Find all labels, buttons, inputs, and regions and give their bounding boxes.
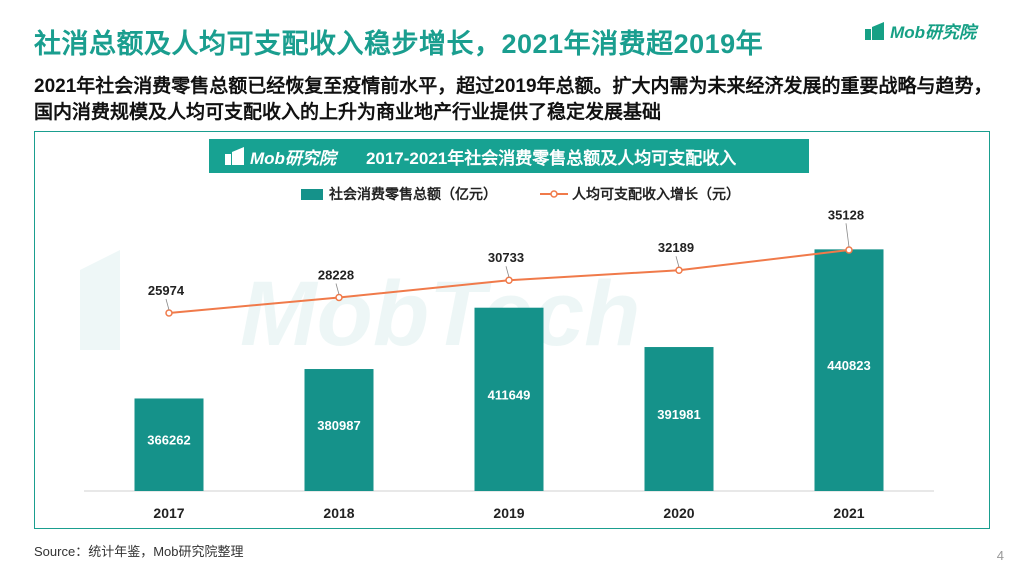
x-tick-label: 2018 xyxy=(323,505,354,521)
income-point xyxy=(845,246,853,254)
building-logo-icon xyxy=(865,21,885,40)
building-logo-icon xyxy=(225,147,244,165)
income-value-label: 30733 xyxy=(488,250,524,265)
legend-bar: 社会消费零售总额（亿元） xyxy=(301,184,497,204)
x-tick-label: 2017 xyxy=(153,505,184,521)
bar-2018 xyxy=(304,369,374,491)
bar-2019 xyxy=(474,307,544,491)
income-value-label: 32189 xyxy=(658,240,694,255)
bar-2021 xyxy=(814,249,884,491)
bar-2017 xyxy=(134,398,204,491)
bar-2020 xyxy=(644,347,714,491)
watermark: MobTech xyxy=(80,250,640,365)
banner-logo-text: Mob研究院 xyxy=(250,148,336,168)
income-value-label: 28228 xyxy=(318,267,354,282)
income-value-label: 35128 xyxy=(828,207,864,222)
chart-frame xyxy=(34,131,990,529)
brand-logo-text: Mob研究院 xyxy=(890,23,976,42)
income-point xyxy=(505,276,513,284)
income-leader-line xyxy=(675,256,680,268)
income-leader-line xyxy=(335,283,340,295)
brand-logo: Mob研究院 xyxy=(864,18,976,43)
income-point xyxy=(335,293,343,302)
svg-text:MobTech: MobTech xyxy=(240,263,640,365)
legend-line: 人均可支配收入增长（元） xyxy=(540,184,740,204)
bar-value-label: 391981 xyxy=(657,407,700,422)
income-leader-line xyxy=(845,223,850,248)
chart-banner: Mob研究院 2017-2021年社会消费零售总额及人均可支配收入 xyxy=(209,139,809,173)
page-number: 4 xyxy=(996,548,1004,563)
legend-line-label: 人均可支配收入增长（元） xyxy=(572,186,740,202)
chart-title: 2017-2021年社会消费零售总额及人均可支配收入 xyxy=(365,148,737,168)
x-tick-label: 2019 xyxy=(493,505,524,521)
income-point xyxy=(675,266,683,274)
x-tick-label: 2020 xyxy=(663,505,694,521)
bar-value-label: 380987 xyxy=(317,418,360,433)
x-tick-label: 2021 xyxy=(833,505,864,521)
source-note: Source：统计年鉴，Mob研究院整理 xyxy=(34,544,244,559)
legend-bar-swatch xyxy=(301,188,323,200)
page-title: 社消总额及人均可支配收入稳步增长，2021年消费超2019年 xyxy=(34,29,764,59)
income-leader-line xyxy=(165,298,170,311)
page-subtitle: 2021年社会消费零售总额已经恢复至疫情前水平，超过2019年总额。扩大内需为未… xyxy=(34,76,993,123)
bar-value-label: 366262 xyxy=(147,433,190,448)
legend-line-swatch xyxy=(540,190,568,198)
income-value-label: 25974 xyxy=(148,283,185,298)
banner-logo: Mob研究院 xyxy=(223,144,336,169)
legend-bar-label: 社会消费零售总额（亿元） xyxy=(329,186,497,202)
income-leader-line xyxy=(505,266,510,278)
income-point xyxy=(165,309,173,317)
bar-value-label: 411649 xyxy=(488,387,531,402)
bar-value-label: 440823 xyxy=(827,358,870,373)
